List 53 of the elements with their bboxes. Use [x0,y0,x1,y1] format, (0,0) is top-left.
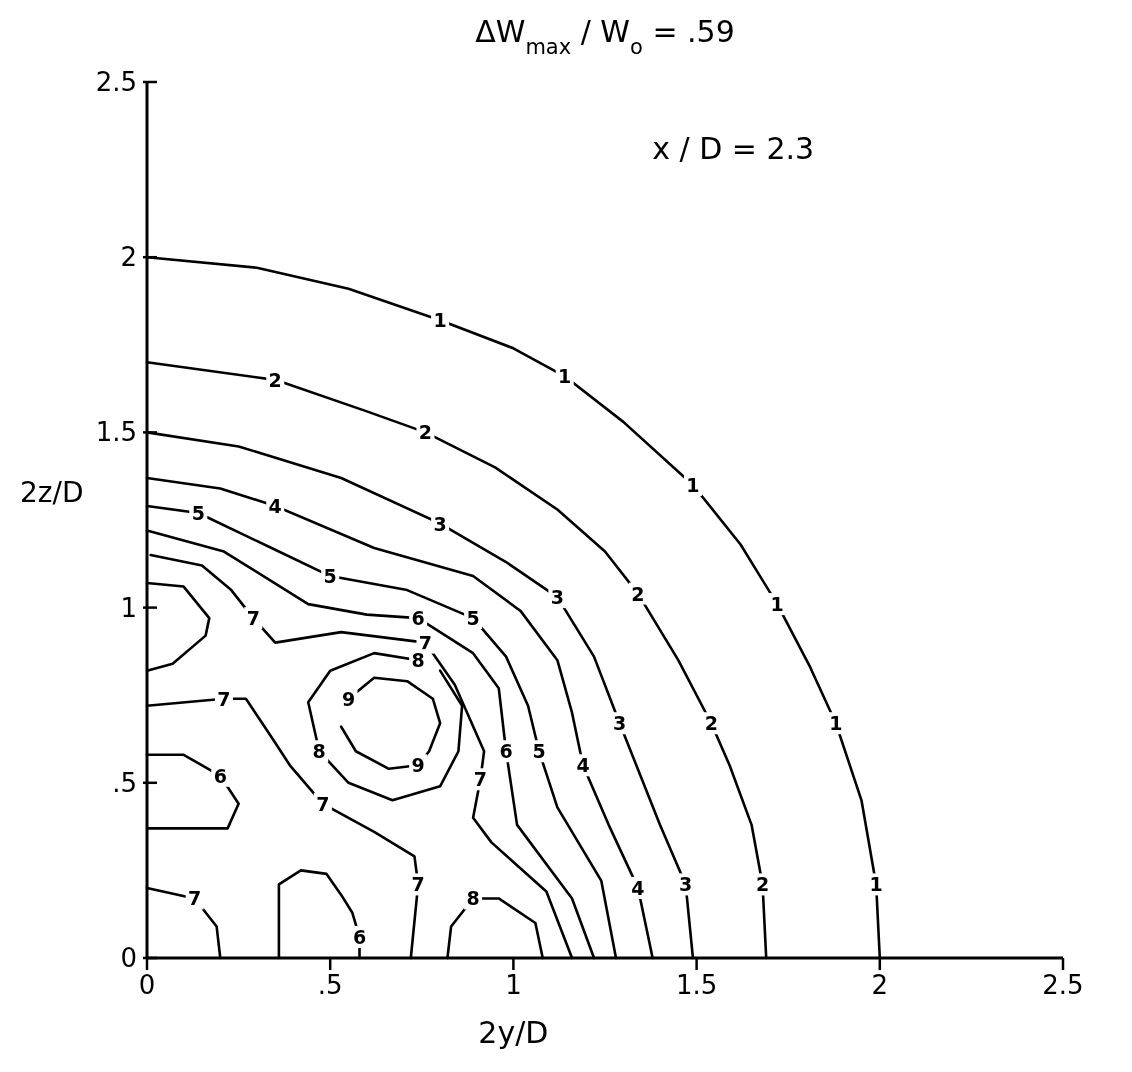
annotation: 9 [411,754,425,777]
annotation: 2 [755,873,770,896]
annotation: 8 [411,649,425,672]
annotation: 7 [473,768,488,791]
x-axis-title: 2y/D [478,1015,549,1050]
annotation: 1 [770,593,784,616]
y-tick-label: .5 [112,767,137,798]
annotation: 5 [323,565,337,588]
annotation: 4 [576,754,590,777]
x-tick-label: 2 [871,970,889,1000]
annotation: 6 [411,607,425,630]
annotation: 2 [631,582,645,605]
annotation: 1 [869,873,883,896]
annotation: 5 [466,607,480,630]
annotation: 1 [558,365,572,388]
annotation: 8 [466,887,480,910]
annotation: 1 [433,309,447,332]
annotation: 1 [829,712,843,735]
annotation: 3 [550,586,564,609]
annotation: 5 [532,740,546,763]
y-tick-label: 1 [120,592,137,623]
y-axis-title: 2z/D [20,476,84,510]
annotation: 7 [217,687,231,710]
annotation: 7 [411,873,425,896]
annotation: 7 [418,631,433,654]
x-tick-label: 1 [505,970,522,1000]
y-tick-label: 0 [120,943,137,973]
annotation: 2 [268,368,282,391]
chart-title: ΔW$_{max}$ / W$_{o}$ = .59 [475,14,735,59]
y-tick-label: 1.5 [95,417,137,448]
x-tick-label: 2.5 [1042,970,1084,1000]
x-tick-label: 1.5 [675,970,718,1000]
annotation: 7 [316,792,330,815]
text: x / D = 2.3 [652,131,815,167]
annotation: 7 [246,607,260,630]
annotation: 5 [191,501,205,524]
annotation: 6 [213,764,227,787]
annotation: 7 [188,887,202,910]
annotation: 6 [499,740,513,763]
annotation: 4 [631,876,645,899]
annotation: 4 [268,494,282,517]
y-tick-label: 2 [120,242,137,273]
annotation: 2 [704,712,718,735]
x-tick-label: .5 [317,970,343,1000]
annotation: 3 [433,512,447,535]
annotation: 2 [418,421,433,444]
annotation: 8 [312,740,326,763]
annotation: 1 [686,473,700,496]
annotation: 9 [341,687,356,710]
annotation: 3 [613,712,627,735]
y-tick-label: 2.5 [95,67,137,97]
annotation: 6 [352,925,367,948]
annotation: 3 [678,873,693,896]
